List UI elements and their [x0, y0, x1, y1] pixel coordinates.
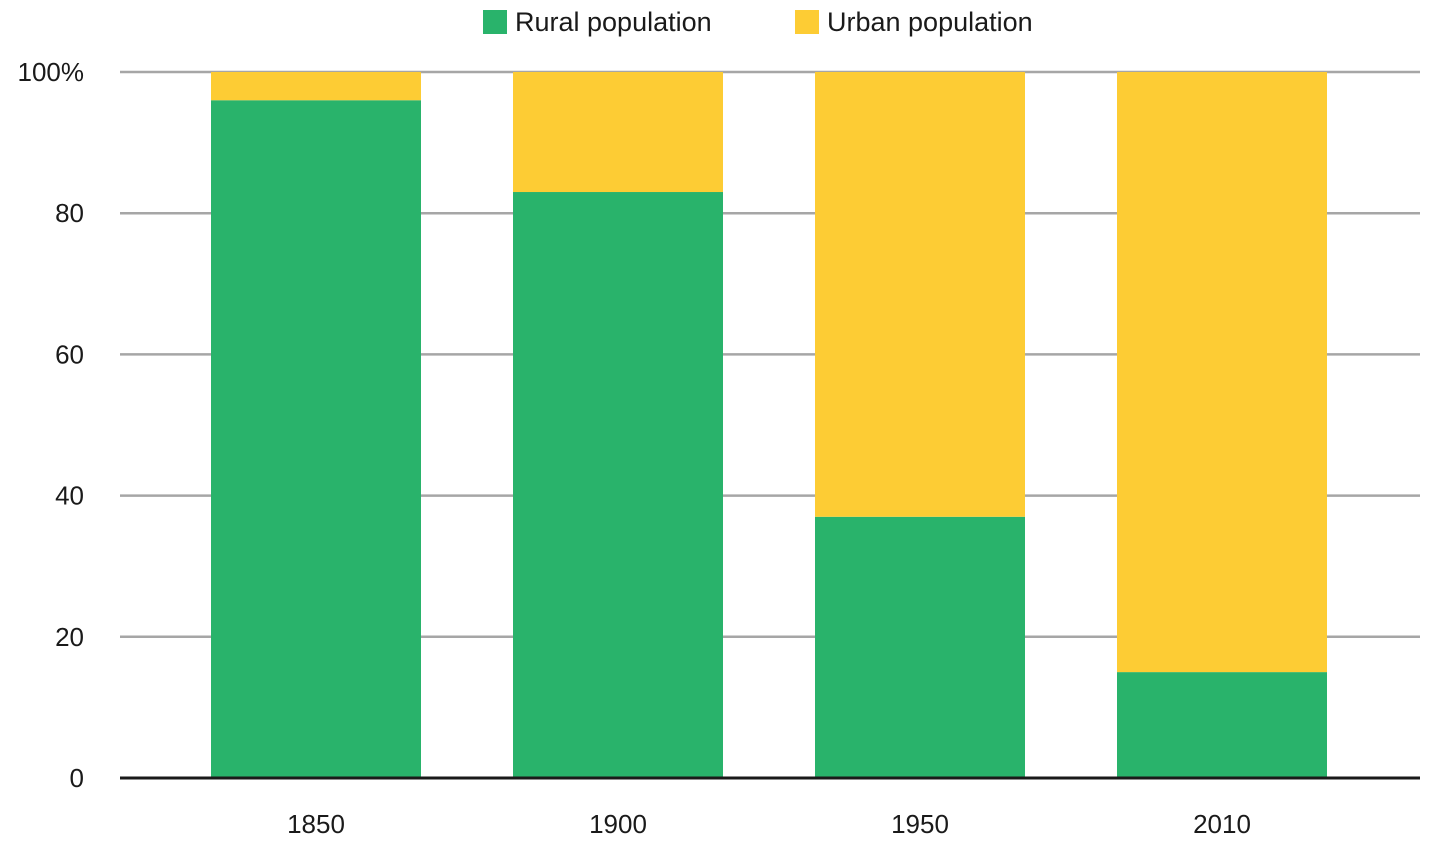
bar-1900-rural [513, 192, 723, 778]
y-axis-tick-labels: 0 20 40 60 80 100% [18, 57, 85, 793]
bar-2010-rural [1117, 672, 1327, 778]
bar-1950-rural [815, 516, 1025, 778]
y-tick-label: 0 [70, 763, 84, 793]
y-tick-label: 40 [55, 481, 84, 511]
y-tick-label: 20 [55, 622, 84, 652]
x-tick-label: 1900 [589, 809, 647, 839]
x-tick-label: 1950 [891, 809, 949, 839]
legend: Rural population Urban population [483, 7, 1033, 37]
y-tick-label: 80 [55, 198, 84, 228]
x-tick-label: 2010 [1193, 809, 1251, 839]
bars [211, 72, 1327, 779]
y-tick-label: 100% [18, 57, 85, 87]
legend-label-urban: Urban population [827, 7, 1033, 37]
legend-label-rural: Rural population [515, 7, 712, 37]
legend-swatch-rural [483, 10, 507, 34]
bar-2010-urban [1117, 72, 1327, 673]
bar-1900-urban [513, 72, 723, 193]
bar-1850-urban [211, 72, 421, 101]
y-tick-label: 60 [55, 339, 84, 369]
bar-1950-urban [815, 72, 1025, 517]
bar-1850-rural [211, 100, 421, 779]
x-tick-label: 1850 [287, 809, 345, 839]
legend-swatch-urban [795, 10, 819, 34]
x-axis-tick-labels: 1850 1900 1950 2010 [287, 809, 1251, 839]
